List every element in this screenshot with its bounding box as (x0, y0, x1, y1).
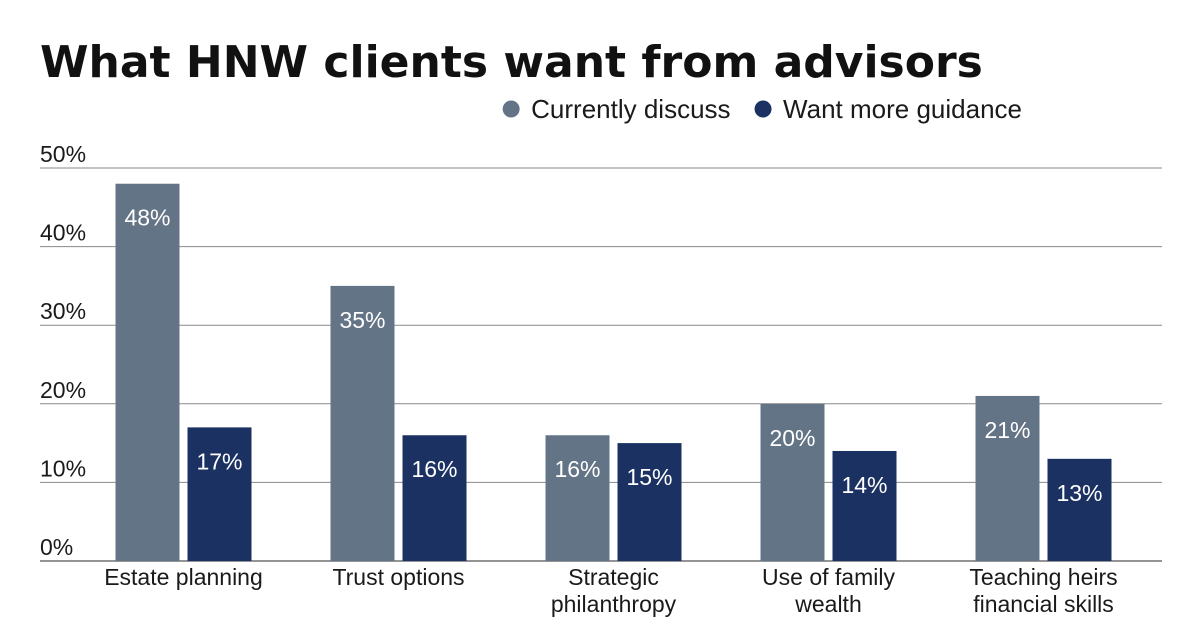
y-tick-label: 0% (40, 534, 73, 560)
bars (115, 183, 1112, 561)
bar-value-label: 14% (841, 472, 887, 498)
bar-value-label: 13% (1056, 480, 1102, 506)
bar (832, 450, 897, 561)
y-axis-tick-labels: 0% 10% 20% 30% 40% 50% (40, 141, 86, 560)
legend: Currently discuss Want more guidance (502, 94, 1022, 124)
bar (760, 403, 825, 561)
y-tick-label: 40% (40, 220, 86, 246)
bar-value-labels: 48% 17% 35% 16% 16% 15% 20% 14% 21% 13% (124, 205, 1102, 506)
bar-value-label: 17% (196, 448, 242, 474)
bar-value-label: 16% (411, 456, 457, 482)
legend-item: Currently discuss (502, 94, 731, 124)
bar (545, 435, 610, 561)
x-category-label: Use of family wealth (762, 564, 895, 617)
legend-swatch (502, 100, 520, 118)
bar (402, 435, 467, 561)
chart-title: What HNW clients want from advisors (40, 37, 983, 88)
bar-value-label: 48% (124, 205, 170, 231)
bar-value-label: 16% (554, 456, 600, 482)
bar (187, 427, 252, 561)
bar-value-label: 20% (769, 425, 815, 451)
y-tick-label: 50% (40, 141, 86, 167)
y-tick-label: 10% (40, 455, 86, 481)
x-category-label: Trust options (332, 564, 464, 590)
legend-item: Want more guidance (754, 94, 1022, 124)
bar (975, 395, 1040, 561)
y-tick-label: 20% (40, 377, 86, 403)
x-category-label: Strategic philanthropy (551, 564, 677, 617)
bar (330, 285, 395, 561)
x-category-label: Teaching heirs financial skills (969, 564, 1117, 617)
y-tick-label: 30% (40, 298, 86, 324)
bar (1047, 458, 1112, 561)
legend-label: Want more guidance (783, 94, 1022, 124)
x-category-label: Estate planning (104, 564, 263, 590)
category-labels: Estate planning Trust options Strategic phi… (104, 564, 1117, 617)
legend-swatch (754, 100, 772, 118)
bar (617, 443, 682, 561)
bar-value-label: 21% (984, 417, 1030, 443)
bar-value-label: 15% (626, 464, 672, 490)
bar (115, 183, 180, 561)
bar-value-label: 35% (339, 307, 385, 333)
legend-label: Currently discuss (531, 94, 730, 124)
